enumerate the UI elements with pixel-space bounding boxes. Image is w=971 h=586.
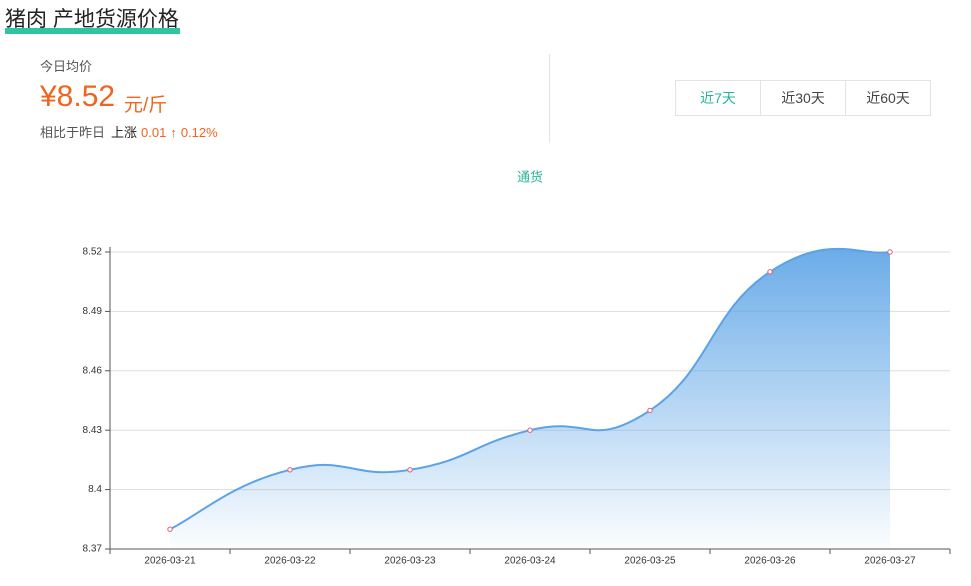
x-tick-label: 2026-03-23 [384, 556, 436, 567]
x-tick-label: 2026-03-27 [864, 556, 916, 567]
point [287, 467, 293, 473]
compare-label: 相比于昨日 [40, 125, 106, 140]
point [887, 249, 893, 255]
direction: 上涨 [111, 125, 138, 140]
y-tick-label: 8.49 [83, 306, 103, 317]
point [647, 407, 653, 414]
y-tick-label: 8.37 [83, 544, 103, 555]
tab[interactable]: 近7天 [700, 90, 736, 106]
y-tick-label: 8.52 [83, 247, 103, 258]
x-tick-label: 2026-03-22 [264, 556, 316, 567]
y-tick-label: 8.4 [88, 484, 102, 495]
percent: 0.12% [180, 125, 218, 140]
comparison: 相比于昨日 上涨 0.01 ↑ 0.12% [40, 122, 218, 141]
legend-label: 通货 [517, 169, 543, 184]
arrow: ↑ [170, 125, 177, 140]
change: 0.01 [141, 125, 167, 140]
area [170, 248, 890, 549]
tab[interactable]: 近60天 [845, 81, 930, 115]
y-tick-label: 8.46 [83, 365, 103, 376]
price-label: 今日均价 [40, 59, 93, 74]
page-title: 猪肉 产地货源价格 [5, 6, 180, 34]
divider [549, 54, 550, 143]
x-tick-label: 2026-03-26 [744, 556, 796, 567]
point [407, 467, 413, 473]
price-unit: 元/斤 [124, 95, 168, 116]
point [527, 427, 533, 433]
point [167, 526, 173, 532]
price: ¥8.52 [40, 80, 116, 113]
x-tick-label: 2026-03-25 [624, 556, 676, 567]
range-tabs: 近7天 近30天 近60天 [675, 80, 931, 116]
point [767, 269, 773, 275]
x-tick-label: 2026-03-24 [504, 556, 556, 567]
y-tick-label: 8.43 [83, 425, 103, 436]
x-tick-label: 2026-03-21 [144, 556, 196, 567]
tab[interactable]: 近30天 [760, 81, 845, 115]
